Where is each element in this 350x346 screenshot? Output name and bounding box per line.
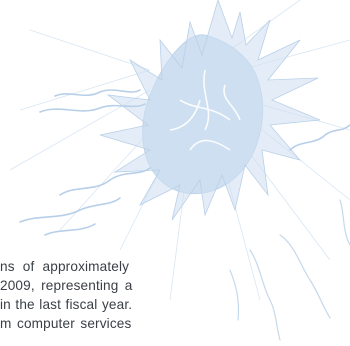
inner-cracks	[169, 69, 241, 151]
left-strokes	[19, 89, 350, 236]
lower-strokes	[229, 199, 350, 341]
